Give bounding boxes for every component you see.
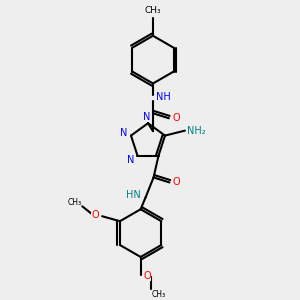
Text: N: N (127, 154, 134, 165)
Text: HN: HN (126, 190, 141, 200)
Text: O: O (91, 210, 99, 220)
Text: O: O (172, 177, 180, 188)
Text: NH₂: NH₂ (187, 126, 205, 136)
Text: CH₃: CH₃ (152, 290, 166, 299)
Text: O: O (144, 271, 152, 281)
Text: CH₃: CH₃ (145, 6, 161, 15)
Text: N: N (143, 112, 151, 122)
Text: N: N (120, 128, 128, 138)
Text: NH: NH (155, 92, 170, 102)
Text: CH₃: CH₃ (67, 198, 81, 207)
Text: O: O (172, 113, 180, 123)
